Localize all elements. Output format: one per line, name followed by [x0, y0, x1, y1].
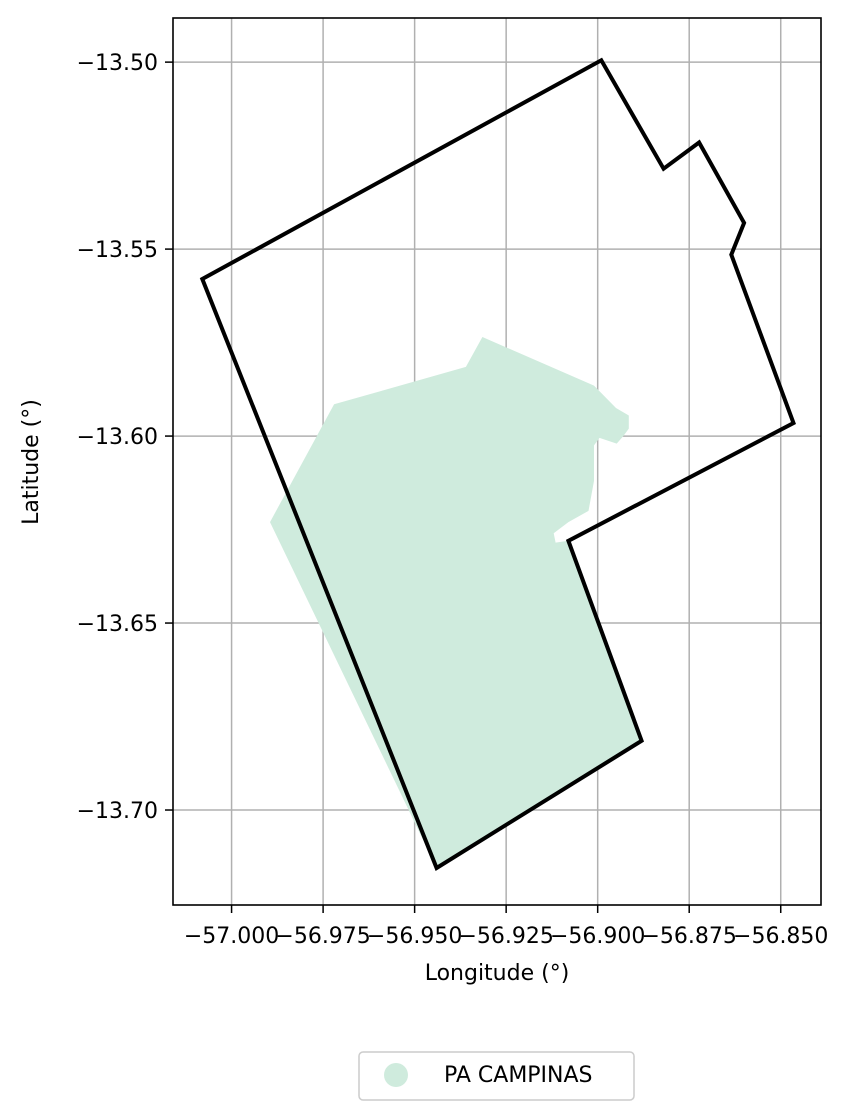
x-tick-label: −57.000 — [184, 924, 279, 949]
y-tick-label: −13.65 — [77, 612, 158, 637]
x-tick-label: −56.850 — [733, 924, 828, 949]
property-boundary — [199, 57, 796, 871]
x-tick-label: −56.975 — [275, 924, 370, 949]
map-shapes — [199, 57, 796, 871]
y-tick-label: −13.55 — [77, 238, 158, 263]
plot-frame — [172, 17, 822, 906]
x-tick-label: −56.875 — [641, 924, 736, 949]
y-axis-label: Latitude (°) — [19, 399, 44, 525]
x-tick-label: −56.925 — [458, 924, 553, 949]
legend-marker — [384, 1063, 408, 1087]
gridlines — [173, 18, 821, 905]
axis-ticks: −57.000−56.975−56.950−56.925−56.900−56.8… — [77, 51, 829, 949]
legend: PA CAMPINAS — [358, 1051, 635, 1101]
y-tick-label: −13.60 — [77, 425, 158, 450]
y-tick-label: −13.70 — [77, 799, 158, 824]
x-tick-label: −56.950 — [367, 924, 462, 949]
pa-campinas-area — [270, 337, 642, 868]
legend-frame — [358, 1051, 635, 1101]
x-axis-label: Longitude (°) — [425, 961, 570, 986]
legend-label: PA CAMPINAS — [444, 1063, 593, 1088]
y-tick-label: −13.50 — [77, 51, 158, 76]
x-tick-label: −56.900 — [550, 924, 645, 949]
